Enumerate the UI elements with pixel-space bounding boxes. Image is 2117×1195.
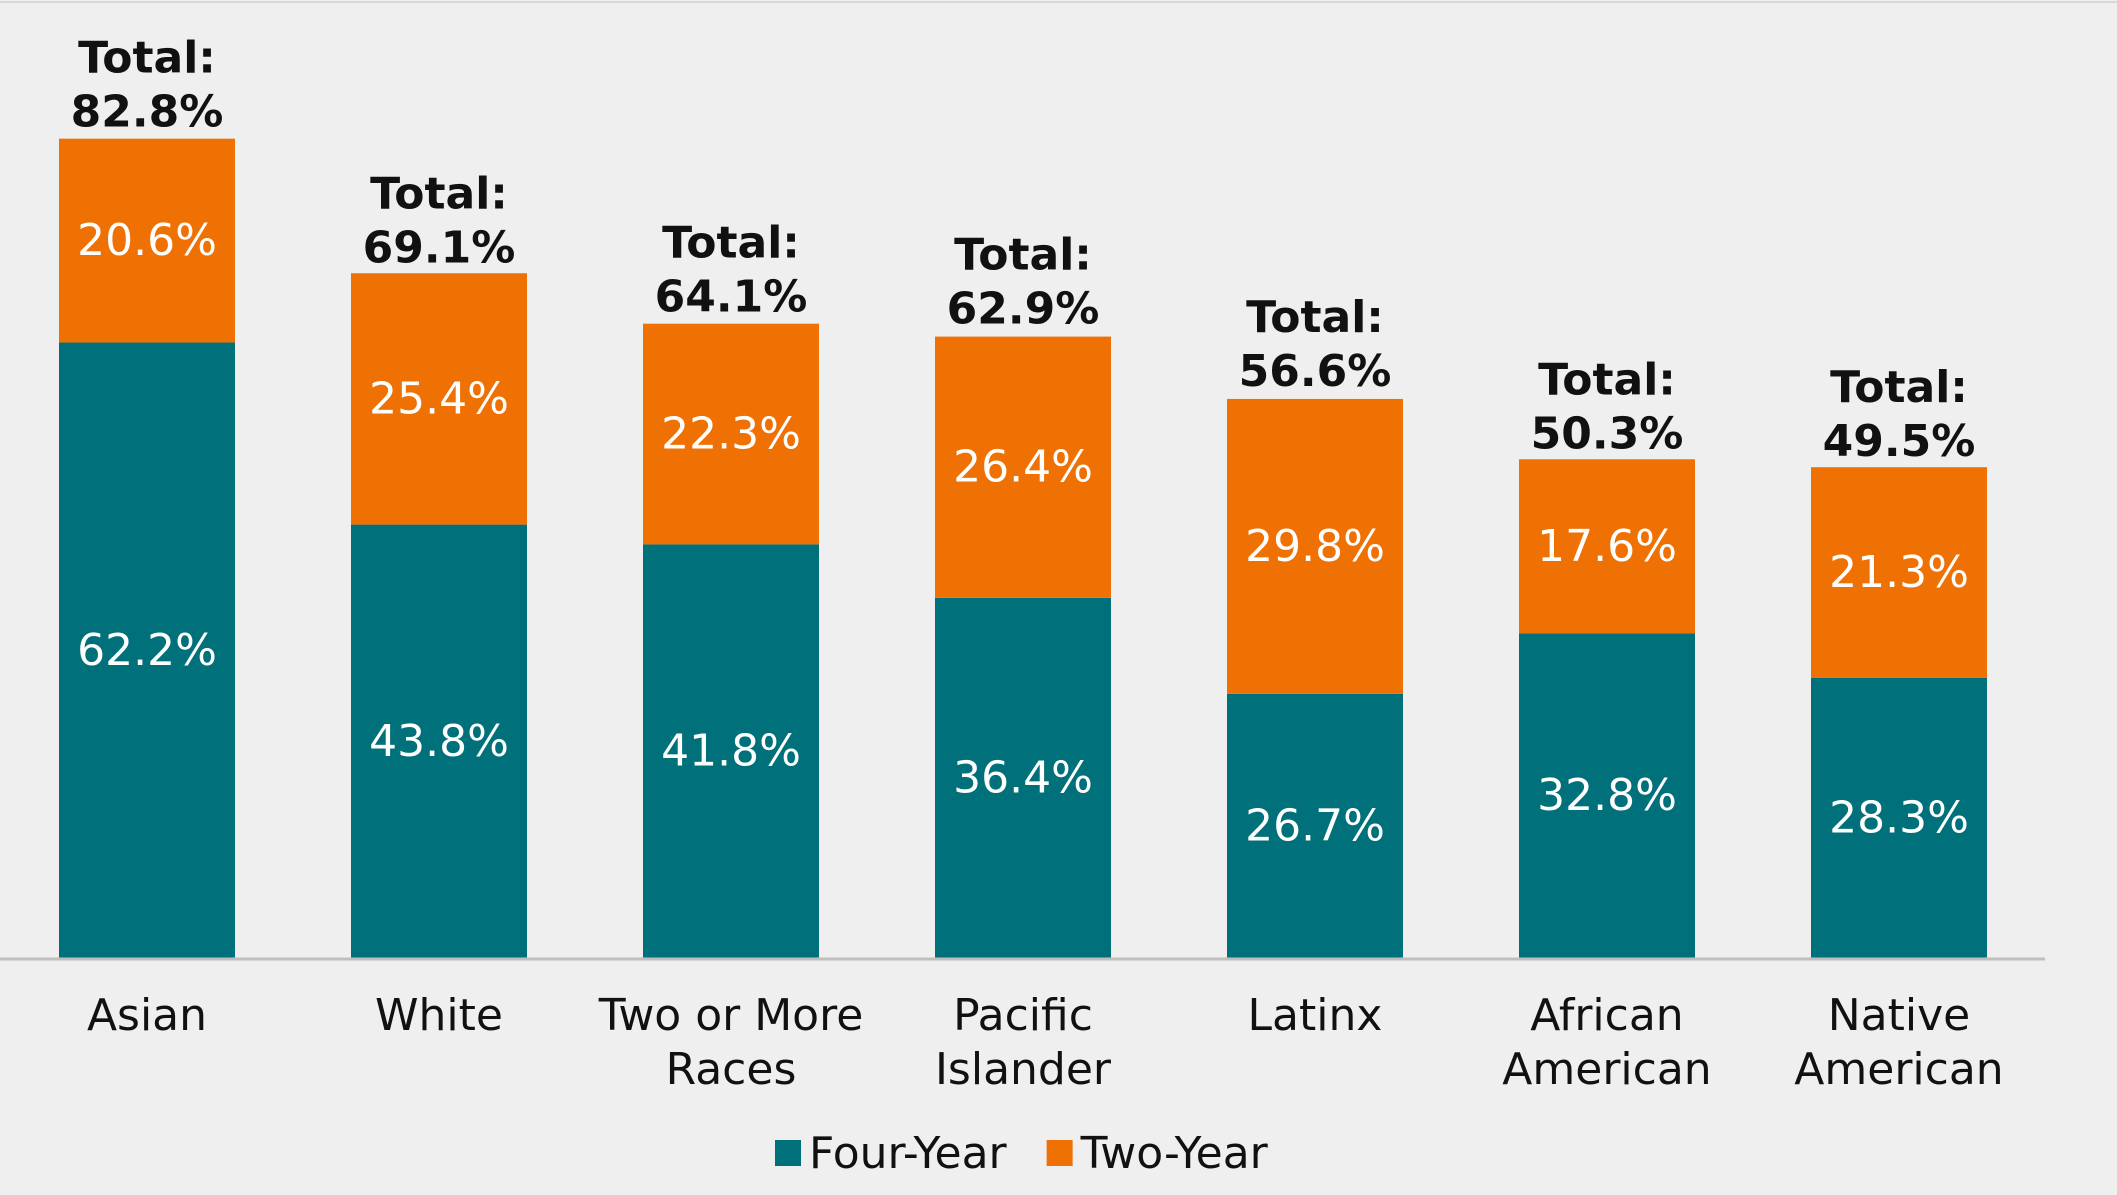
total-prefix-1: Total: bbox=[370, 168, 508, 219]
category-label-6-0: Native bbox=[1828, 990, 1970, 1041]
legend-swatch-four-year bbox=[775, 1140, 801, 1166]
bar-four-year-5 bbox=[1519, 633, 1695, 958]
legend-label-two-year: Two-Year bbox=[1080, 1128, 1269, 1179]
total-value-6: 49.5% bbox=[1823, 416, 1976, 467]
bar-two-year-4 bbox=[1227, 398, 1403, 694]
bar-four-year-3 bbox=[935, 597, 1111, 958]
category-label-5-0: African bbox=[1530, 990, 1683, 1041]
bar-four-year-1 bbox=[351, 524, 527, 958]
bar-four-year-0 bbox=[59, 342, 235, 958]
value-label-four-year-2: 41.8% bbox=[661, 726, 801, 777]
legend: Four-Year Two-Year bbox=[775, 1128, 1269, 1179]
bar-four-year-2 bbox=[643, 544, 819, 958]
legend-swatch-two-year bbox=[1046, 1140, 1073, 1166]
value-label-four-year-0: 62.2% bbox=[77, 625, 217, 676]
value-label-four-year-5: 32.8% bbox=[1537, 770, 1677, 821]
total-prefix-0: Total: bbox=[78, 33, 216, 84]
category-label-4-0: Latinx bbox=[1248, 990, 1383, 1041]
total-value-2: 64.1% bbox=[655, 272, 808, 323]
bar-two-year-2 bbox=[643, 323, 819, 545]
value-label-two-year-0: 20.6% bbox=[77, 215, 217, 266]
bar-two-year-6 bbox=[1811, 467, 1987, 678]
bar-two-year-3 bbox=[935, 336, 1111, 598]
total-prefix-2: Total: bbox=[662, 218, 800, 269]
total-value-4: 56.6% bbox=[1239, 346, 1392, 397]
category-label-1-0: White bbox=[375, 990, 503, 1041]
total-prefix-5: Total: bbox=[1538, 354, 1676, 405]
total-prefix-6: Total: bbox=[1830, 362, 1968, 413]
value-label-two-year-2: 22.3% bbox=[661, 409, 801, 460]
value-label-two-year-5: 17.6% bbox=[1537, 521, 1677, 572]
category-label-2-0: Two or More bbox=[598, 990, 864, 1041]
value-label-four-year-6: 28.3% bbox=[1829, 792, 1969, 843]
bar-two-year-1 bbox=[351, 273, 527, 525]
category-label-6-1: American bbox=[1794, 1044, 2003, 1095]
total-value-0: 82.8% bbox=[71, 87, 224, 138]
bar-two-year-5 bbox=[1519, 459, 1695, 634]
labels-group: 62.2%20.6%Total:82.8%Asian43.8%25.4%Tota… bbox=[71, 33, 2004, 1095]
legend-label-four-year: Four-Year bbox=[809, 1128, 1008, 1179]
value-label-four-year-4: 26.7% bbox=[1245, 800, 1385, 851]
bars-group bbox=[59, 138, 1987, 958]
category-label-5-1: American bbox=[1502, 1044, 1711, 1095]
total-prefix-3: Total: bbox=[954, 230, 1092, 281]
value-label-four-year-1: 43.8% bbox=[369, 716, 509, 767]
category-label-3-0: Pacific bbox=[953, 990, 1093, 1041]
category-label-3-1: Islander bbox=[935, 1044, 1112, 1095]
category-label-2-1: Races bbox=[666, 1044, 797, 1095]
bar-four-year-4 bbox=[1227, 693, 1403, 958]
value-label-two-year-6: 21.3% bbox=[1829, 547, 1969, 598]
value-label-two-year-3: 26.4% bbox=[953, 442, 1093, 493]
value-label-two-year-1: 25.4% bbox=[369, 373, 509, 424]
total-value-3: 62.9% bbox=[947, 284, 1100, 335]
bar-two-year-0 bbox=[59, 138, 235, 343]
value-label-four-year-3: 36.4% bbox=[953, 752, 1093, 803]
value-label-two-year-4: 29.8% bbox=[1245, 521, 1385, 572]
bar-four-year-6 bbox=[1811, 677, 1987, 958]
total-prefix-4: Total: bbox=[1246, 292, 1384, 343]
category-label-0-0: Asian bbox=[87, 990, 207, 1041]
total-value-1: 69.1% bbox=[363, 222, 516, 273]
total-value-5: 50.3% bbox=[1531, 408, 1684, 459]
